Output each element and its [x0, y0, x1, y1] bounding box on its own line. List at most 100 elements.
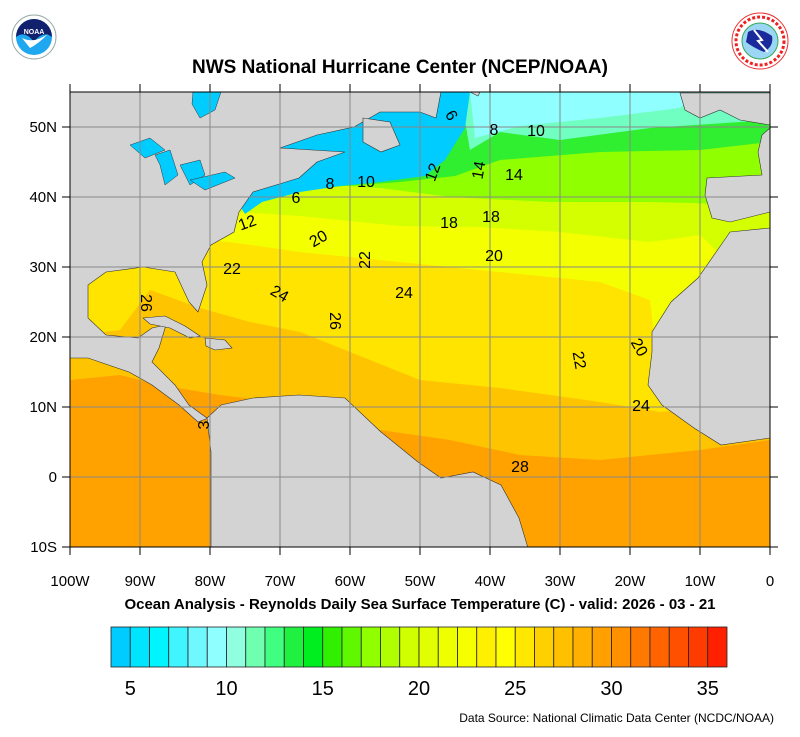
- lon-label: 40W: [475, 573, 507, 590]
- sst-band: [470, 92, 700, 138]
- colorbar-swatch: [129, 626, 150, 668]
- contour-label: 22: [223, 261, 241, 278]
- noaa-logo-text: NOAA: [24, 29, 45, 36]
- chart-title: NWS National Hurricane Center (NCEP/NOAA…: [192, 57, 608, 78]
- data-source: Data Source: National Climatic Data Cent…: [459, 711, 774, 725]
- contour-label: 24: [267, 282, 291, 306]
- colorbar-swatch: [534, 626, 555, 668]
- colorbar-swatch: [206, 626, 227, 668]
- colorbar-swatch: [322, 626, 343, 668]
- lon-label: 60W: [335, 573, 367, 590]
- lon-label: 80W: [195, 573, 227, 590]
- colorbar-swatch: [168, 626, 189, 668]
- contour-label: 12: [422, 161, 444, 184]
- colorbar-swatch: [303, 626, 324, 668]
- colorbar-swatch: [707, 626, 728, 668]
- colorbar-swatch: [437, 626, 458, 668]
- contour-label: 26: [137, 294, 154, 312]
- contour-label: 3: [196, 420, 213, 429]
- contour-label: 28: [511, 459, 529, 476]
- map-axes: 100W 90W 80W 70W 60W 50W 40W 30W 20W 10W 050N40N30…: [29, 84, 778, 590]
- lon-label: 50W: [405, 573, 437, 590]
- colorbar-swatch: [380, 626, 401, 668]
- colorbar-swatch: [630, 626, 651, 668]
- colorbar-swatch: [572, 626, 593, 668]
- colorbar-swatch: [399, 626, 420, 668]
- colorbar: 5 10 15 20 25 30 35: [110, 626, 728, 700]
- colorbar-swatch: [688, 626, 709, 668]
- nws-logo: [731, 12, 789, 70]
- colorbar-swatch: [264, 626, 285, 668]
- land-south-america: [206, 394, 529, 547]
- contour-label: 22: [569, 350, 589, 371]
- noaa-logo: NOAA: [11, 14, 57, 60]
- colorbar-swatch: [495, 626, 516, 668]
- lon-label: 30W: [545, 573, 577, 590]
- colorbar-tick-label: 10: [215, 678, 237, 700]
- land-british-isles: [679, 92, 770, 126]
- colorbar-swatch: [553, 626, 574, 668]
- lake: [154, 149, 179, 186]
- contour-label: 20: [627, 336, 651, 360]
- contour-label: 10: [357, 174, 375, 191]
- colorbar-tick-label: 25: [504, 678, 526, 700]
- colorbar-swatch: [110, 626, 131, 668]
- lat-label: 50N: [29, 119, 57, 136]
- lake: [189, 171, 236, 191]
- colorbar-swatch: [149, 626, 170, 668]
- contour-label: 10: [527, 123, 545, 140]
- contour-label: 24: [632, 398, 650, 415]
- colorbar-tick-label: 5: [125, 678, 136, 700]
- land-greenland-tip: [469, 92, 481, 97]
- lon-label: 10W: [685, 573, 717, 590]
- contour-label: 26: [326, 312, 343, 330]
- lon-label: 90W: [125, 573, 157, 590]
- colorbar-swatch: [226, 626, 247, 668]
- colorbar-swatch: [360, 626, 381, 668]
- lon-label: 20W: [615, 573, 647, 590]
- contour-label: 18: [440, 215, 458, 232]
- lon-label: 70W: [265, 573, 297, 590]
- colorbar-tick-label: 35: [697, 678, 719, 700]
- graticule: [70, 92, 770, 547]
- colorbar-swatch: [668, 626, 689, 668]
- lat-label: 10S: [30, 539, 57, 556]
- colorbar-tick-label: 30: [600, 678, 622, 700]
- colorbar-swatch: [591, 626, 612, 668]
- lat-label: 0: [49, 469, 57, 486]
- colorbar-swatch: [418, 626, 439, 668]
- contour-label: 8: [490, 122, 499, 139]
- lon-label: 0: [766, 573, 774, 590]
- lat-label: 20N: [29, 329, 57, 346]
- lake: [191, 92, 222, 119]
- contour-label: 14: [470, 160, 490, 181]
- map-subtitle: Ocean Analysis - Reynolds Daily Sea Surf…: [124, 596, 716, 613]
- colorbar-swatch: [245, 626, 266, 668]
- contour-label: 24: [395, 285, 413, 302]
- contour-label: 20: [307, 227, 331, 251]
- lon-label: 100W: [50, 573, 90, 590]
- land-europe: [704, 127, 770, 223]
- colorbar-swatch: [187, 626, 208, 668]
- lat-label: 10N: [29, 399, 57, 416]
- contour-label: 18: [482, 209, 500, 226]
- lat-label: 30N: [29, 259, 57, 276]
- contour-label: 6: [292, 190, 301, 207]
- colorbar-swatch: [341, 626, 362, 668]
- colorbar-swatch: [476, 626, 497, 668]
- colorbar-swatch: [283, 626, 304, 668]
- contour-label: 14: [505, 167, 523, 184]
- colorbar-swatch: [514, 626, 535, 668]
- colorbar-swatch: [611, 626, 632, 668]
- colorbar-swatch: [457, 626, 478, 668]
- contour-label: 22: [357, 251, 374, 269]
- land-hispaniola: [204, 337, 233, 351]
- colorbar-swatch: [649, 626, 670, 668]
- lat-label: 40N: [29, 189, 57, 206]
- contour-label: 12: [236, 212, 259, 234]
- contour-label: 20: [485, 248, 503, 265]
- contour-label: 8: [326, 176, 335, 193]
- colorbar-tick-label: 15: [312, 678, 334, 700]
- colorbar-tick-label: 20: [408, 678, 430, 700]
